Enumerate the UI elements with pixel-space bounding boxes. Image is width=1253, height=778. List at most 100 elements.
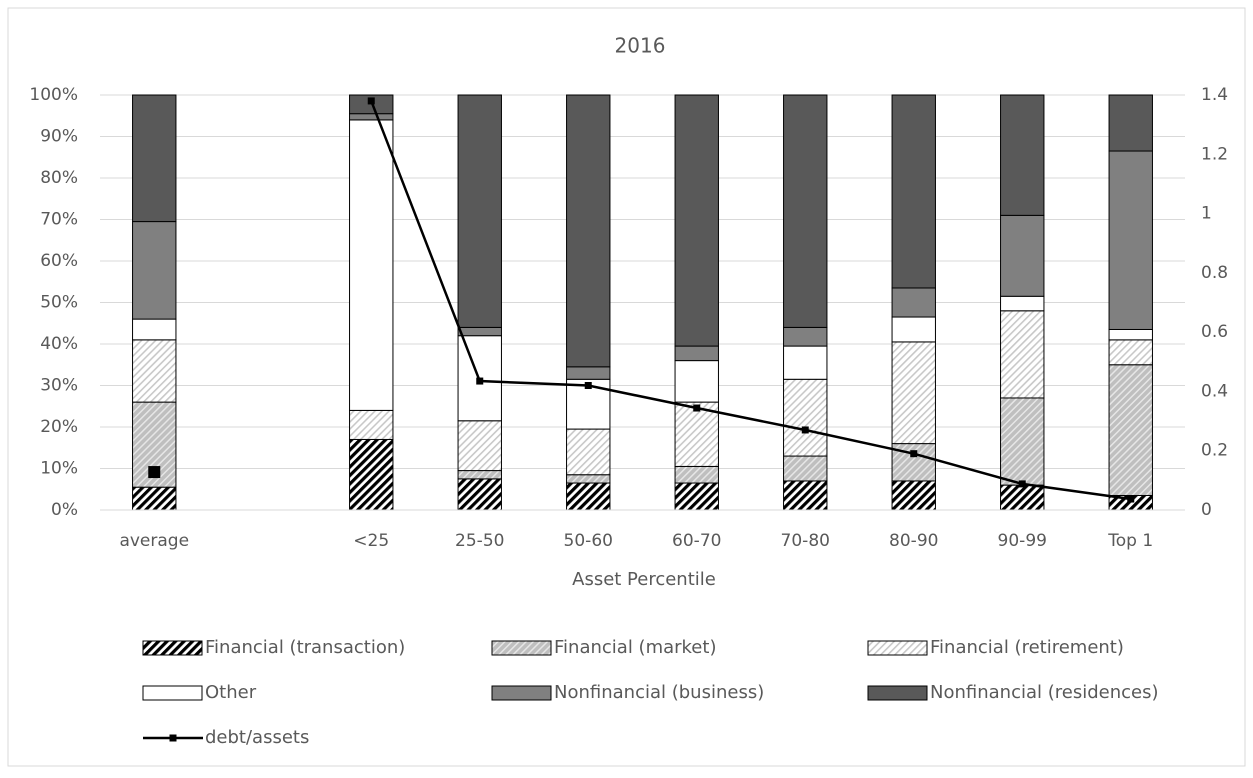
bar-segment (349, 438, 394, 511)
line-marker (1127, 495, 1135, 503)
bar-segment (349, 409, 394, 440)
bar-segment (891, 443, 936, 482)
x-tick-label: average (119, 531, 189, 551)
y2-tick-label: 0.2 (1201, 441, 1228, 461)
bar-segment (1108, 94, 1153, 152)
x-tick-label: 90-99 (998, 531, 1047, 551)
bar-segment (457, 326, 502, 337)
bar-segment (783, 345, 828, 380)
y2-tick-label: 0.6 (1201, 322, 1228, 342)
bar-segment (566, 474, 611, 484)
legend-label: Other (205, 682, 257, 703)
x-tick-label: 50-60 (564, 531, 613, 551)
line-series (370, 100, 1131, 501)
y-tick-label: 80% (40, 168, 78, 188)
y2-tick-label: 1.4 (1201, 85, 1228, 105)
bar-segment (349, 119, 394, 411)
chart-title: 2016 (615, 34, 666, 58)
legend-label: Financial (retirement) (930, 637, 1124, 658)
bar-segment (1000, 397, 1045, 486)
line-marker (148, 466, 161, 479)
y-tick-label: 40% (40, 334, 78, 354)
bar-segment (1000, 295, 1045, 312)
y2-tick-label: 0.4 (1201, 381, 1228, 401)
bar-segment (783, 480, 828, 511)
legend-label: Financial (transaction) (205, 637, 405, 658)
bar-segment (1000, 94, 1045, 216)
bar-segment (891, 287, 936, 318)
bar-segment (783, 455, 828, 482)
bar-segment (674, 401, 719, 467)
bar-segment (132, 221, 177, 320)
x-tick-label: <25 (353, 531, 389, 551)
line-marker (801, 426, 809, 434)
bar-segment (674, 360, 719, 403)
y-tick-label: 60% (40, 251, 78, 271)
bar-segment (674, 465, 719, 484)
bar-segment (1108, 328, 1153, 341)
y-tick-label: 90% (40, 127, 78, 147)
x-tick-label: 80-90 (889, 531, 938, 551)
y2-tick-label: 0.8 (1201, 263, 1228, 283)
bar-segment (783, 326, 828, 347)
bar-segment (1000, 310, 1045, 399)
x-tick-label: Top 1 (1107, 531, 1153, 551)
bar-segment (132, 486, 177, 511)
bar-segment (783, 94, 828, 328)
x-tick-label: 70-80 (781, 531, 830, 551)
bar-segment (891, 94, 936, 289)
x-axis-title: Asset Percentile (572, 569, 716, 590)
bar-segment (457, 478, 502, 511)
bar-segment (132, 339, 177, 403)
line-marker (584, 382, 592, 389)
y2-tick-label: 1.2 (1201, 144, 1228, 164)
line-marker (693, 404, 701, 412)
bar-segment (132, 318, 177, 341)
legend-label: debt/assets (205, 727, 309, 748)
bar-segment (457, 94, 502, 328)
legend-label: Financial (market) (554, 637, 716, 658)
legend-swatch (142, 640, 203, 656)
bar-segment (1108, 150, 1153, 330)
bar-segment (1000, 214, 1045, 297)
y2-tick-label: 1 (1201, 204, 1212, 224)
bar-segment (566, 94, 611, 368)
bar-segment (891, 316, 936, 343)
legend-swatch (867, 685, 928, 701)
y-tick-label: 20% (40, 417, 78, 437)
y-tick-label: 50% (40, 293, 78, 313)
bar-segment (1108, 364, 1153, 496)
bar-segment (566, 366, 611, 380)
bar-segment (566, 428, 611, 476)
bar-segment (457, 470, 502, 480)
bar-segment (457, 420, 502, 472)
legend-swatch (142, 685, 203, 701)
bar-segment (132, 94, 177, 223)
line-marker (1018, 480, 1026, 488)
y2-tick-label: 0 (1201, 500, 1212, 520)
legend-marker (169, 734, 177, 742)
legend-swatch (491, 685, 552, 701)
bar-segment (783, 378, 828, 457)
bar-segment (349, 113, 394, 121)
bar-segment (674, 94, 719, 347)
bar-segment (1000, 484, 1045, 511)
line-marker (367, 97, 375, 105)
bar-segment (1108, 339, 1153, 366)
legend-swatch (867, 640, 928, 656)
y-tick-label: 10% (40, 459, 78, 479)
bar-segment (891, 341, 936, 445)
legend-label: Nonfinancial (residences) (930, 682, 1158, 703)
y-tick-label: 100% (29, 85, 78, 105)
bar-segment (674, 345, 719, 362)
legend-swatch (491, 640, 552, 656)
x-tick-label: 60-70 (672, 531, 721, 551)
bar-segment (891, 480, 936, 511)
x-tick-label: 25-50 (455, 531, 504, 551)
line-marker (910, 450, 918, 458)
bar-segment (566, 482, 611, 511)
y-tick-label: 30% (40, 376, 78, 396)
line-marker (476, 377, 484, 385)
